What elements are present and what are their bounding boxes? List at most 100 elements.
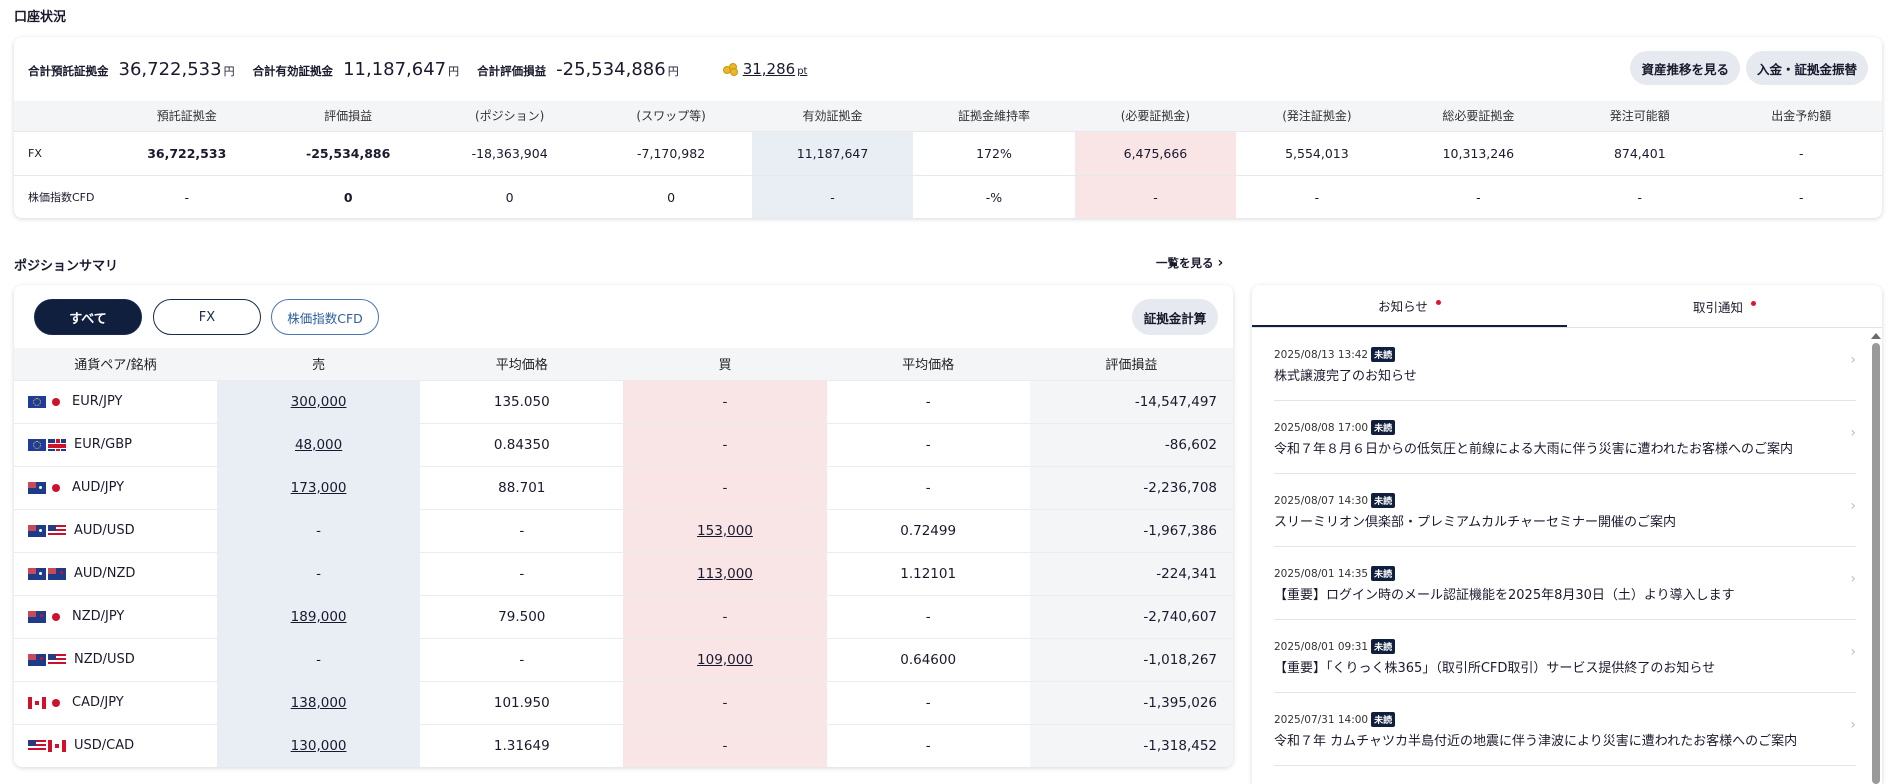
buy-avg-price: 0.72499 — [826, 508, 1030, 552]
table-row[interactable]: AUD/NZD - - 113,000 1.12101 -224,341 — [14, 551, 1233, 595]
ca-flag-icon — [28, 696, 46, 709]
col-header: 平均価格 — [826, 348, 1030, 380]
pair-cell: EUR/GBP — [14, 422, 217, 466]
table-row[interactable]: EUR/GBP 48,000 0.84350 - - -86,602 — [14, 422, 1233, 466]
buy-avg-price: 1.12101 — [826, 551, 1030, 595]
pair-name: AUD/USD — [74, 523, 135, 538]
notice-item[interactable]: 2025/08/08 17:00 未読 令和７年８月６日からの低気圧と前線による大… — [1274, 401, 1856, 474]
jp-flag-icon — [48, 482, 64, 494]
sell-avg-price: 101.950 — [420, 680, 624, 724]
notice-item[interactable]: 2025/08/01 14:35 未読 【重要】ログイン時のメール認証機能を202… — [1274, 547, 1856, 620]
col-header: (ポジション) — [428, 101, 591, 131]
filter-all-button[interactable]: すべて — [34, 299, 142, 335]
table-cell: 11,187,647 — [751, 130, 914, 175]
notice-scrollbar[interactable] — [1871, 333, 1881, 784]
notice-meta: 2025/07/31 14:00 未読 — [1274, 712, 1396, 727]
buy-amount: - — [623, 422, 827, 466]
table-cell: 172% — [913, 130, 1075, 175]
tab-notices-label: お知らせ — [1378, 298, 1428, 314]
pair-name: CAD/JPY — [72, 695, 124, 710]
table-row[interactable]: CAD/JPY 138,000 101.950 - - -1,395,026 — [14, 680, 1233, 724]
col-header: (スワップ等) — [590, 101, 752, 131]
notice-title: 【重要】「くりっく株365」（取引所CFD取引）サービス提供終了のお知らせ — [1274, 661, 1716, 676]
notice-item[interactable]: 2025/08/07 14:30 未読 スリーミリオン倶楽部・プレミアムカルチャー… — [1274, 474, 1856, 547]
notice-item[interactable]: 2025/08/01 09:31 未読 【重要】「くりっく株365」（取引所CFD… — [1274, 620, 1856, 693]
buy-avg-price: - — [826, 723, 1030, 767]
table-cell: -7,170,982 — [590, 130, 752, 175]
unrealized-pl: -1,967,386 — [1029, 508, 1233, 552]
buy-amount-link[interactable]: 153,000 — [623, 508, 827, 552]
chevron-right-icon: › — [1850, 498, 1856, 514]
col-header — [14, 101, 106, 131]
col-header: 証拠金維持率 — [913, 101, 1075, 131]
unread-badge: 未読 — [1371, 493, 1396, 508]
deposit-transfer-button[interactable]: 入金・証拠金振替 — [1745, 51, 1868, 85]
col-header: 平均価格 — [420, 348, 624, 380]
sell-amount: - — [217, 508, 421, 552]
buy-amount: - — [623, 723, 827, 767]
table-row[interactable]: EUR/JPY 300,000 135.050 - - -14,547,497 — [14, 379, 1233, 423]
asset-history-button[interactable]: 資産推移を見る — [1630, 51, 1740, 85]
sell-amount-link[interactable]: 300,000 — [217, 379, 421, 423]
table-row[interactable]: AUD/USD - - 153,000 0.72499 -1,967,386 — [14, 508, 1233, 552]
see-all-link[interactable]: 一覧を見る › — [1156, 255, 1223, 271]
pair-cell: AUD/NZD — [14, 551, 217, 595]
notice-meta: 2025/08/01 14:35 未読 — [1274, 566, 1396, 581]
au-flag-icon — [28, 524, 46, 537]
sell-avg-price: - — [420, 637, 624, 681]
table-row[interactable]: USD/CAD 130,000 1.31649 - - -1,318,452 — [14, 723, 1233, 767]
tab-trade-notices[interactable]: 取引通知 — [1567, 285, 1882, 327]
pair-cell: USD/CAD — [14, 723, 217, 767]
tab-notices[interactable]: お知らせ — [1252, 285, 1567, 327]
notice-meta: 2025/08/01 09:31 未読 — [1274, 639, 1396, 654]
sell-amount-link[interactable]: 48,000 — [217, 422, 421, 466]
pair-cell: NZD/USD — [14, 637, 217, 681]
sell-amount-link[interactable]: 189,000 — [217, 594, 421, 638]
chevron-right-icon: › — [1850, 425, 1856, 441]
table-cell: - — [1236, 174, 1398, 218]
account-table: 預託証拠金 評価損益 (ポジション) (スワップ等) 有効証拠金 証拠金維持率 … — [14, 101, 1882, 218]
notice-title: 株式譲渡完了のお知らせ — [1274, 369, 1417, 384]
filter-fx-button[interactable]: FX — [153, 299, 261, 335]
table-cell: 10,313,246 — [1397, 130, 1560, 175]
scroll-thumb[interactable] — [1872, 343, 1880, 784]
sell-avg-price: 0.84350 — [420, 422, 624, 466]
table-cell: 6,475,666 — [1074, 130, 1237, 175]
table-cell: - — [1720, 174, 1882, 218]
table-row[interactable]: NZD/JPY 189,000 79.500 - - -2,740,607 — [14, 594, 1233, 638]
unread-badge: 未読 — [1371, 712, 1396, 727]
sell-amount-link[interactable]: 138,000 — [217, 680, 421, 724]
notice-meta: 2025/08/07 14:30 未読 — [1274, 493, 1396, 508]
col-header: 評価損益 — [1029, 348, 1233, 380]
see-all-label: 一覧を見る — [1156, 256, 1214, 270]
unread-badge: 未読 — [1371, 566, 1396, 581]
points-link[interactable]: 31,286 pt — [722, 60, 808, 78]
table-row[interactable]: NZD/USD - - 109,000 0.64600 -1,018,267 — [14, 637, 1233, 681]
notice-panel: お知らせ 取引通知 2025/08/13 13:42 未読 株式譲渡完了のお知らせ… — [1252, 285, 1882, 784]
points-unit: pt — [797, 66, 808, 77]
buy-amount-link[interactable]: 109,000 — [623, 637, 827, 681]
buy-amount-link[interactable]: 113,000 — [623, 551, 827, 595]
margin-calc-button[interactable]: 証拠金計算 — [1132, 299, 1218, 335]
sell-amount-link[interactable]: 130,000 — [217, 723, 421, 767]
row-label: FX — [14, 130, 106, 175]
notice-item[interactable]: 2025/07/31 14:00 未読 令和７年 カムチャツカ半島付近の地震に伴う… — [1274, 693, 1856, 766]
total-pl: 合計評価損益 -25,534,886 円 — [477, 59, 679, 80]
table-cell: - — [1397, 174, 1560, 218]
table-row[interactable]: AUD/JPY 173,000 88.701 - - -2,236,708 — [14, 465, 1233, 509]
notice-date: 2025/08/08 17:00 — [1274, 421, 1369, 434]
notice-meta: 2025/08/13 13:42 未読 — [1274, 347, 1396, 362]
scroll-up-arrow-icon[interactable] — [1871, 333, 1881, 339]
chevron-right-icon: › — [1217, 255, 1224, 271]
buy-amount: - — [623, 379, 827, 423]
pair-cell: AUD/USD — [14, 508, 217, 552]
sell-avg-price: 135.050 — [420, 379, 624, 423]
table-cell: 874,401 — [1559, 130, 1721, 175]
filter-cfd-button[interactable]: 株価指数CFD — [271, 299, 379, 335]
chevron-right-icon: › — [1850, 644, 1856, 660]
sell-amount-link[interactable]: 173,000 — [217, 465, 421, 509]
buy-avg-price: - — [826, 465, 1030, 509]
sell-avg-price: - — [420, 551, 624, 595]
jp-flag-icon — [48, 611, 64, 623]
notice-item[interactable]: 2025/08/13 13:42 未読 株式譲渡完了のお知らせ › — [1274, 328, 1856, 401]
